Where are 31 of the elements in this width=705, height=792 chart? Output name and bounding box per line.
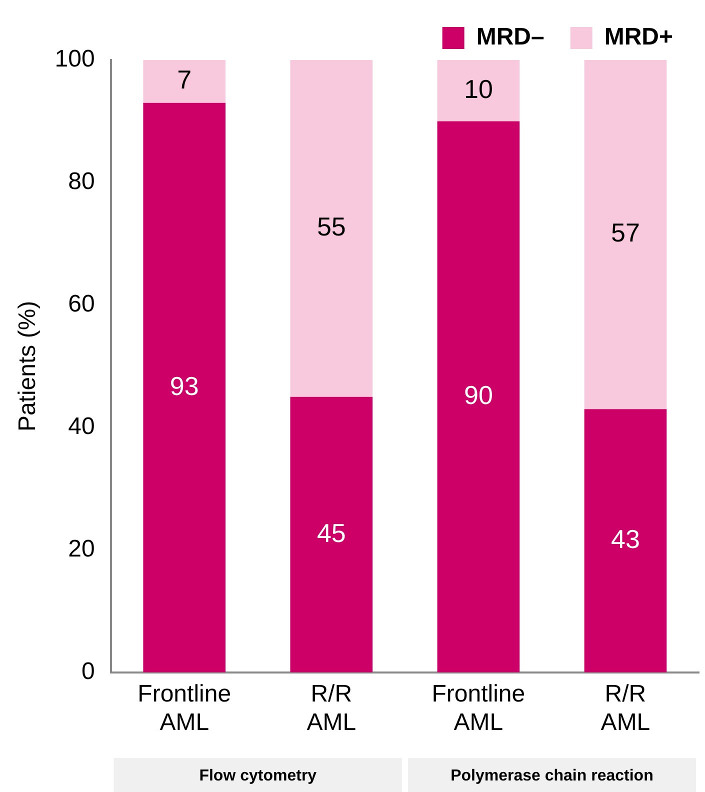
bar (290, 396, 373, 672)
y-tick-label: 100 (54, 46, 95, 73)
data-label: 55 (316, 212, 346, 242)
bar (143, 60, 226, 103)
data-label: 90 (464, 380, 493, 410)
data-label: 43 (611, 524, 640, 554)
text: Polymerase chain reaction (450, 767, 654, 784)
bar (437, 60, 520, 122)
y-tick-label: 20 (68, 536, 95, 563)
x-tick-label: R/R AML (600, 680, 650, 736)
y-tick-label: 0 (81, 658, 95, 686)
y-tick-label: 60 (68, 290, 95, 318)
bar (584, 60, 667, 410)
bar (584, 409, 667, 672)
data-label: 57 (611, 218, 640, 248)
x-tick-label: Frontline AML (138, 680, 232, 736)
data-label: 10 (464, 74, 493, 104)
x-tick-label: Frontline AML (432, 680, 526, 736)
legend-label: MRD+ (604, 24, 673, 51)
data-label: 45 (316, 518, 346, 548)
x-tick-label: R/R AML (306, 680, 356, 736)
data-label: 93 (170, 370, 199, 401)
data-label: 7 (177, 64, 192, 95)
legend-label: MRD– (476, 24, 544, 51)
bar (290, 60, 373, 397)
y-tick-label: 40 (68, 413, 95, 440)
y-axis-title: Patients (%) (14, 300, 42, 432)
text: Flow cytometry (199, 767, 317, 784)
y-tick-label: 80 (68, 168, 95, 196)
bar (437, 121, 520, 672)
bar (143, 102, 226, 672)
